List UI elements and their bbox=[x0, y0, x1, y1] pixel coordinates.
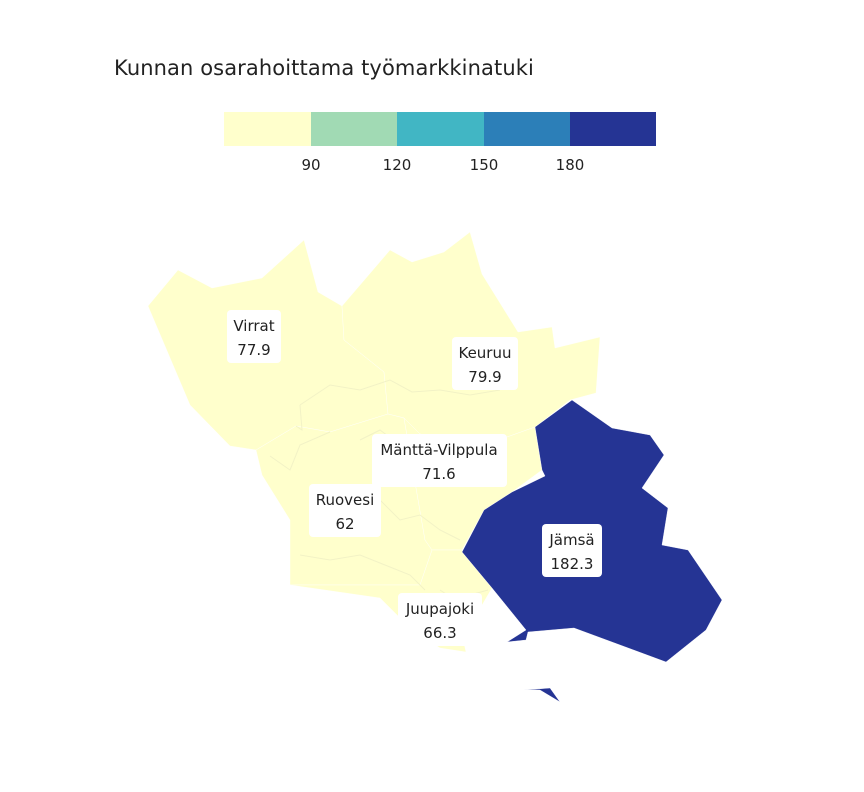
label-mantta-vilppula: Mänttä-Vilppula 71.6 bbox=[372, 434, 507, 487]
region-name: Jämsä bbox=[548, 531, 594, 549]
label-jamsa: Jämsä 182.3 bbox=[542, 524, 602, 577]
legend-swatch bbox=[570, 112, 656, 146]
label-box bbox=[452, 337, 518, 390]
legend-swatch bbox=[224, 112, 311, 146]
label-box bbox=[309, 484, 381, 537]
label-box bbox=[398, 593, 482, 646]
label-box bbox=[372, 434, 507, 487]
region-value: 77.9 bbox=[237, 341, 270, 359]
region-value: 66.3 bbox=[423, 624, 456, 642]
region-name: Keuruu bbox=[458, 344, 511, 362]
border-line bbox=[269, 431, 331, 471]
legend-swatch bbox=[484, 112, 570, 146]
region-name: Mänttä-Vilppula bbox=[380, 441, 497, 459]
region-value: 182.3 bbox=[551, 555, 594, 573]
region-name: Virrat bbox=[233, 317, 274, 335]
legend-swatch bbox=[397, 112, 484, 146]
color-legend: 90 120 150 180 bbox=[224, 112, 656, 174]
label-box bbox=[227, 310, 281, 363]
legend-tick-label: 180 bbox=[556, 156, 585, 174]
border-line bbox=[299, 379, 501, 406]
region-value: 62 bbox=[335, 515, 354, 533]
label-virrat: Virrat 77.9 bbox=[227, 310, 281, 363]
legend-tick-label: 150 bbox=[470, 156, 499, 174]
region-name: Juupajoki bbox=[405, 600, 474, 618]
label-keuruu: Keuruu 79.9 bbox=[452, 337, 518, 390]
region-value: 71.6 bbox=[422, 465, 455, 483]
label-juupajoki: Juupajoki 66.3 bbox=[398, 593, 482, 646]
label-ruovesi: Ruovesi 62 bbox=[309, 484, 381, 537]
legend-swatch bbox=[311, 112, 397, 146]
legend-tick-label: 120 bbox=[383, 156, 412, 174]
region-value: 79.9 bbox=[468, 368, 501, 386]
region-labels: Virrat 77.9 Keuruu 79.9 Mänttä-Vilppula … bbox=[227, 310, 602, 646]
border-line bbox=[379, 499, 461, 541]
region-name: Ruovesi bbox=[316, 491, 375, 509]
legend-tick-label: 90 bbox=[301, 156, 320, 174]
border-line bbox=[295, 404, 303, 431]
border-line bbox=[299, 554, 426, 591]
label-box bbox=[542, 524, 602, 577]
map-title: Kunnan osarahoittama työmarkkinatuki bbox=[114, 56, 534, 80]
